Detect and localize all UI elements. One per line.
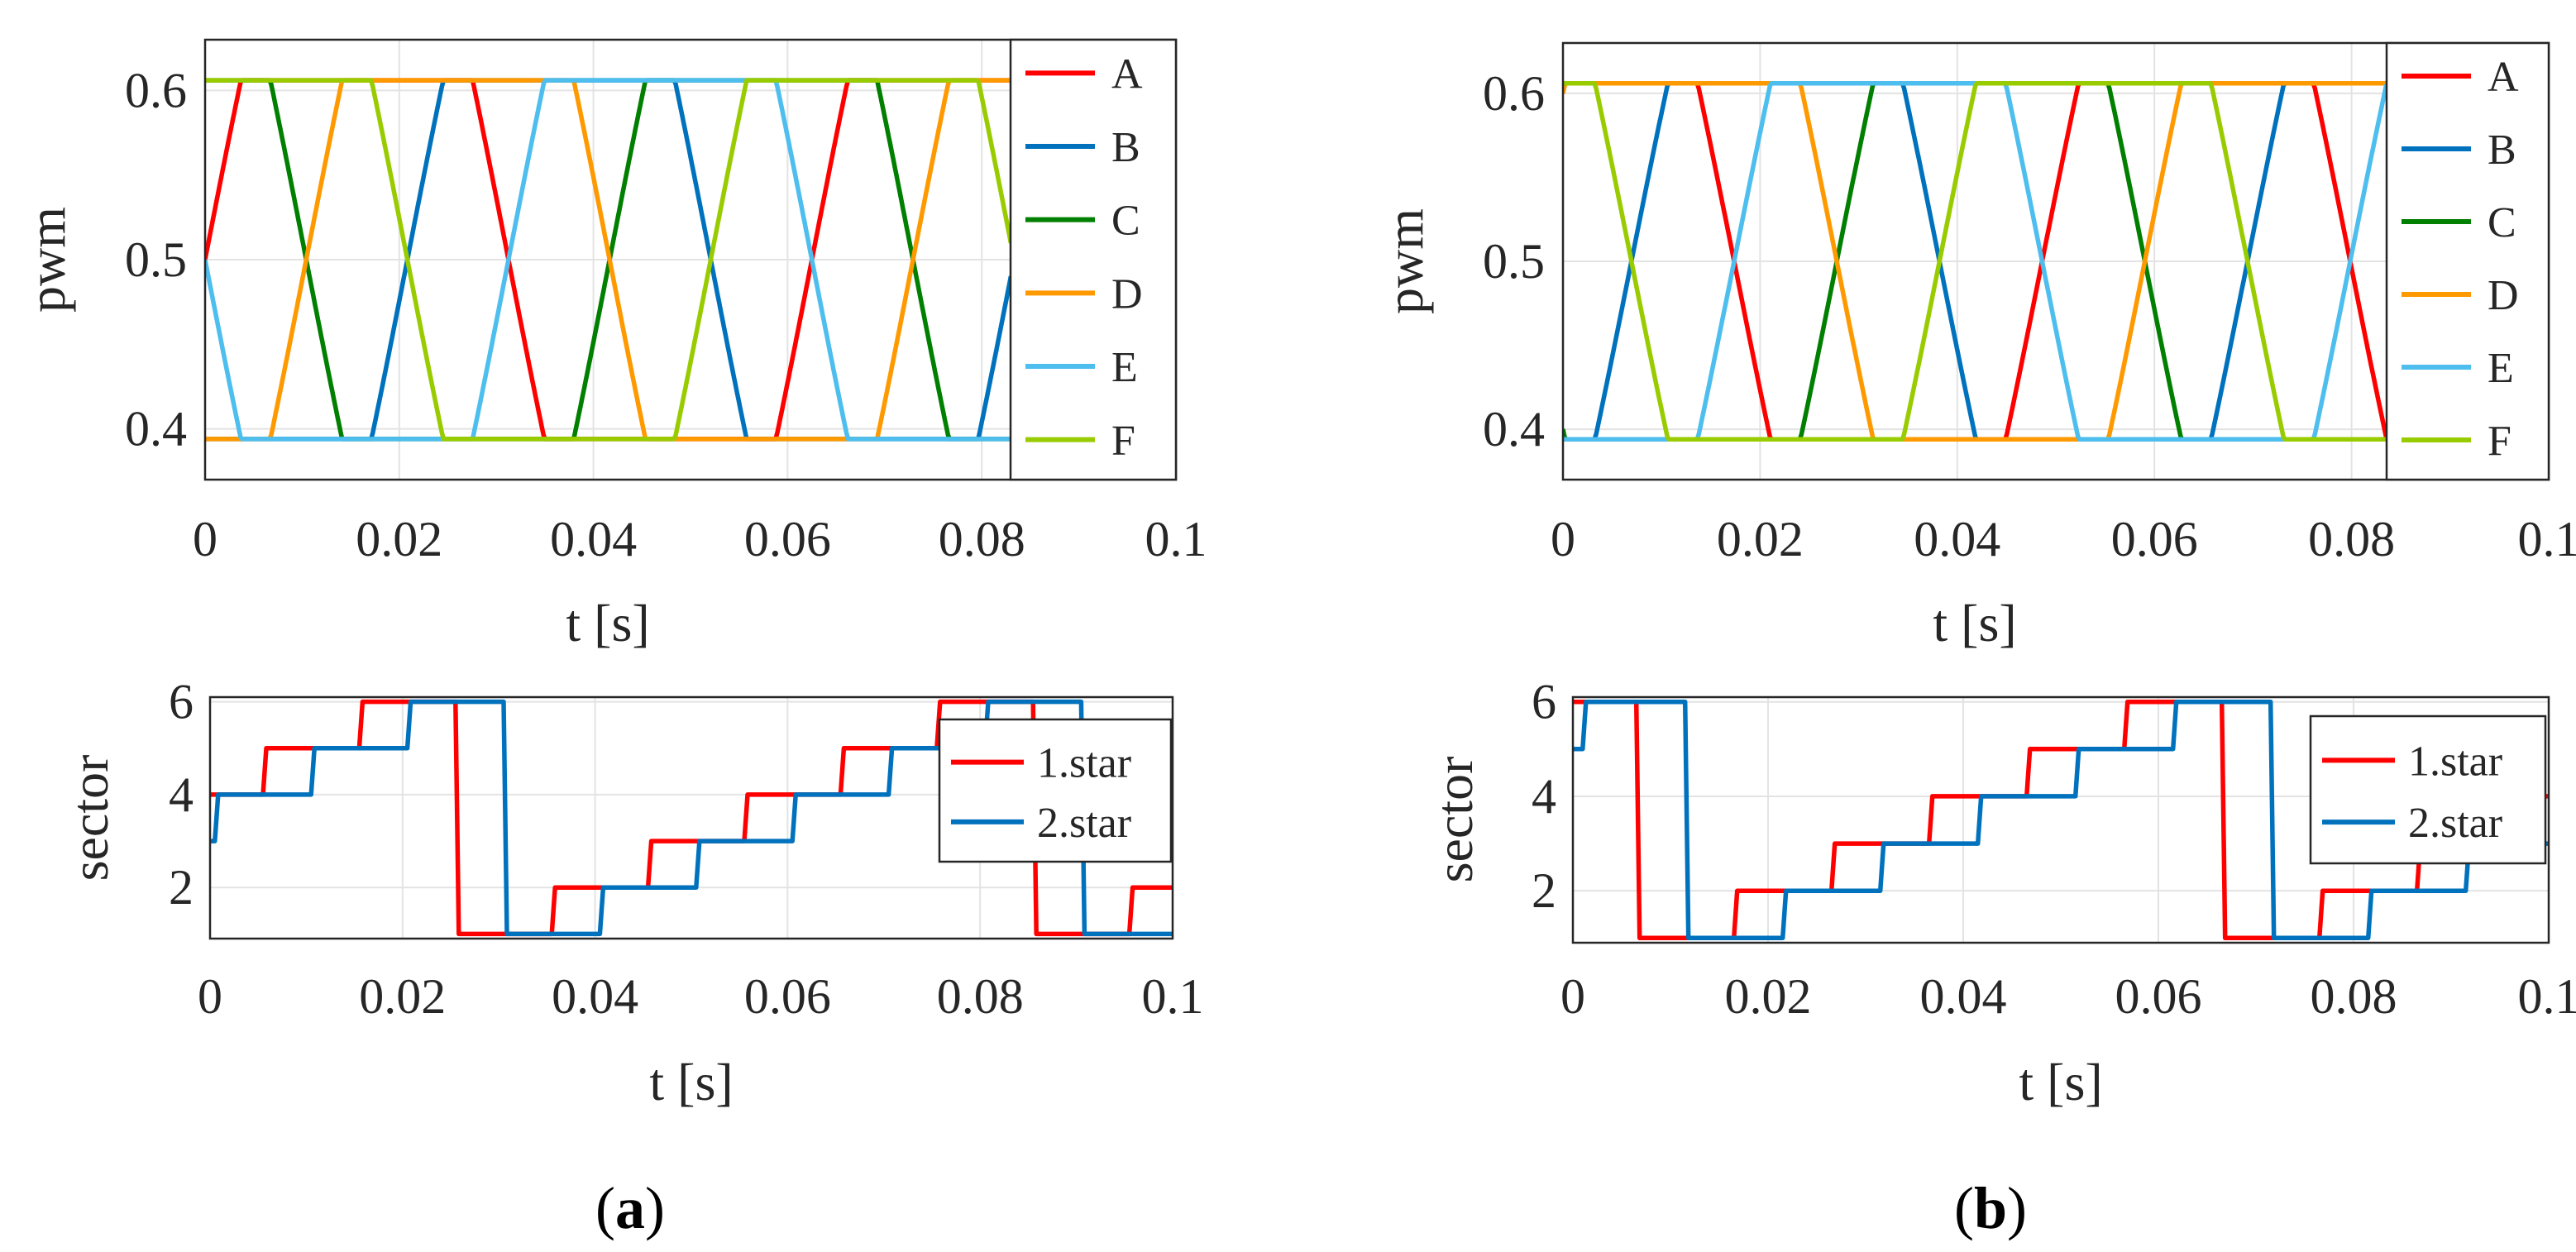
legend-label: B: [2488, 127, 2516, 174]
y-tick-label: 2: [169, 860, 194, 915]
x-tick-label: 0.1: [2518, 969, 2576, 1024]
x-tick-label: 0.04: [552, 969, 638, 1024]
caption-a: (a): [595, 1175, 665, 1241]
x-tick-label: 0.04: [1914, 512, 2000, 566]
x-tick-label: 0.02: [1717, 512, 1804, 566]
legend: 1.star 2.star: [938, 718, 1173, 863]
x-tick-label: 0.1: [1142, 969, 1204, 1024]
series-line-f: [1563, 80, 2387, 442]
axes-box: [208, 695, 1174, 940]
x-tick-label: 0.08: [939, 512, 1025, 566]
y-tick-label: 4: [1532, 769, 1556, 824]
x-axis-label: t [s]: [1933, 594, 2016, 652]
x-tick-label: 0: [1560, 969, 1585, 1024]
chart-b-pwm: 0 0.02 0.04 0.06 0.08 0.1 0.4 0.5 0.6 t [s] pwm ABC…: [1375, 41, 2576, 652]
legend-label: E: [1111, 344, 1138, 391]
legend-box: [2309, 714, 2547, 865]
chart-b-sector: 0 0.02 0.04 0.06 0.08 0.1 2 4 6 t [s] sector 1.star…: [1425, 675, 2576, 1111]
y-tick-label: 0.5: [125, 232, 187, 287]
legend-label: F: [2488, 418, 2511, 465]
legend-box: [1009, 38, 1178, 481]
y-axis-label: pwm: [1375, 208, 1434, 314]
x-axis-label: t [s]: [649, 1053, 733, 1111]
legend-label: C: [1111, 198, 1140, 245]
x-tick-label: 0.04: [550, 512, 637, 566]
y-tick-label: 6: [169, 675, 194, 729]
series-line-2-star: [1573, 699, 2549, 941]
legend-label: 1.star: [2408, 738, 2502, 785]
x-tick-label: 0.06: [2115, 969, 2202, 1024]
x-tick-label: 0.06: [744, 512, 831, 566]
legend-label: F: [1111, 418, 1135, 465]
legend-label: A: [1111, 50, 1143, 98]
legend-label: A: [2488, 54, 2519, 101]
legend-box: [2385, 41, 2550, 481]
y-tick-label: 0.6: [1483, 66, 1545, 121]
legend-label: C: [2488, 199, 2516, 246]
y-tick-label: 0.5: [1483, 234, 1545, 289]
legend-label: 2.star: [2408, 800, 2502, 847]
series-line-2-star: [210, 699, 1173, 937]
legend-box: [938, 718, 1173, 863]
caption-b: (b): [1954, 1175, 2027, 1241]
series-line-d: [1563, 80, 2387, 442]
y-axis-label: pwm: [17, 207, 76, 313]
x-tick-label: 0.02: [1725, 969, 1812, 1024]
x-tick-label: 0: [1551, 512, 1575, 566]
series-line-f: [205, 78, 1011, 442]
y-tick-label: 6: [1532, 675, 1556, 729]
chart-a-sector: 0 0.02 0.04 0.06 0.08 0.1 2 4 6 t [s] sector 1.star…: [60, 675, 1204, 1111]
x-tick-label: 0.1: [2518, 512, 2576, 566]
y-tick-label: 0.4: [125, 402, 187, 456]
y-tick-label: 0.6: [125, 63, 187, 117]
x-tick-label: 0.1: [1145, 512, 1207, 566]
y-axis-label: sector: [60, 755, 119, 882]
legend-label: 1.star: [1037, 740, 1131, 787]
x-tick-label: 0.02: [356, 512, 442, 566]
chart-a-pwm: 0 0.02 0.04 0.06 0.08 0.1 0.4 0.5 0.6 t [s] pwm ABC…: [17, 38, 1207, 652]
legend-label: D: [2488, 272, 2519, 319]
legend-label: 2.star: [1037, 800, 1131, 847]
x-tick-label: 0.06: [2111, 512, 2198, 566]
x-tick-label: 0.08: [2308, 512, 2395, 566]
x-axis-label: t [s]: [566, 594, 649, 652]
series-line-e: [205, 78, 1011, 442]
legend-label: B: [1111, 124, 1140, 171]
legend: 1.star 2.star: [2309, 714, 2547, 865]
x-tick-label: 0.02: [359, 969, 446, 1024]
y-tick-label: 0.4: [1483, 402, 1545, 456]
x-tick-label: 0.08: [2311, 969, 2397, 1024]
y-axis-label: sector: [1425, 757, 1484, 883]
axes-box: [1571, 695, 2550, 944]
x-tick-label: 0.06: [744, 969, 831, 1024]
legend-label: D: [1111, 270, 1143, 318]
x-axis-label: t [s]: [2019, 1053, 2102, 1111]
x-tick-label: 0: [198, 969, 222, 1024]
x-tick-label: 0.04: [1920, 969, 2007, 1024]
x-tick-label: 0.08: [937, 969, 1024, 1024]
y-tick-label: 2: [1532, 863, 1556, 918]
x-tick-label: 0: [193, 512, 217, 566]
legend-label: E: [2488, 345, 2514, 392]
y-tick-label: 4: [169, 767, 194, 822]
